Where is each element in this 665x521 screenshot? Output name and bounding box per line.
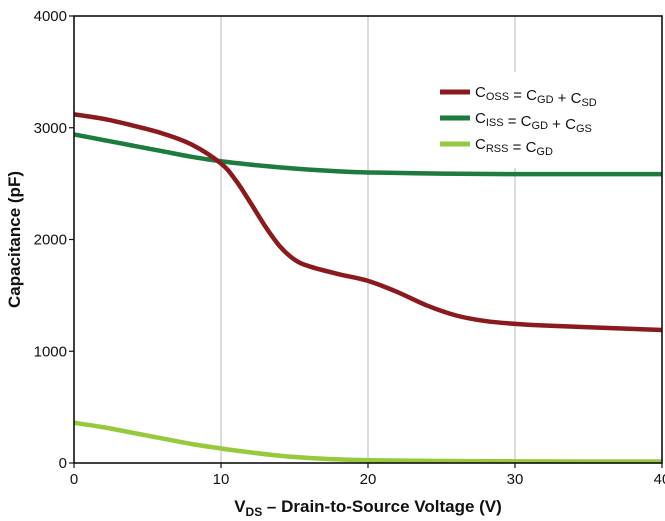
x-tick-label: 0 (70, 471, 78, 488)
legend-label: COSS = CGD + CSD (475, 84, 597, 109)
x-tick-label: 20 (360, 471, 377, 488)
series-lines (73, 112, 663, 464)
y-tick-label: 4000 (34, 8, 67, 25)
series-line-oss (73, 112, 663, 333)
axis-ticks: 0 10 20 30 40 0 1000 2000 3000 4000 (34, 8, 665, 488)
series-line-rss (73, 420, 663, 464)
legend-label: CRSS = CGD (475, 136, 553, 158)
y-tick-label: 2000 (34, 232, 67, 249)
x-tick-label: 40 (654, 471, 665, 488)
series-line-iss (73, 132, 662, 177)
y-tick-label: 3000 (34, 120, 67, 137)
legend-label: CISS = CGD + CGS (475, 110, 592, 135)
x-tick-label: 10 (213, 471, 230, 488)
x-tick-label: 30 (507, 471, 524, 488)
y-tick-label: 1000 (34, 343, 67, 360)
y-tick-label: 0 (59, 455, 67, 472)
x-axis-title: VDS – Drain-to-Source Voltage (V) (234, 497, 502, 519)
y-axis-title: Capacitance (pF) (5, 171, 24, 308)
